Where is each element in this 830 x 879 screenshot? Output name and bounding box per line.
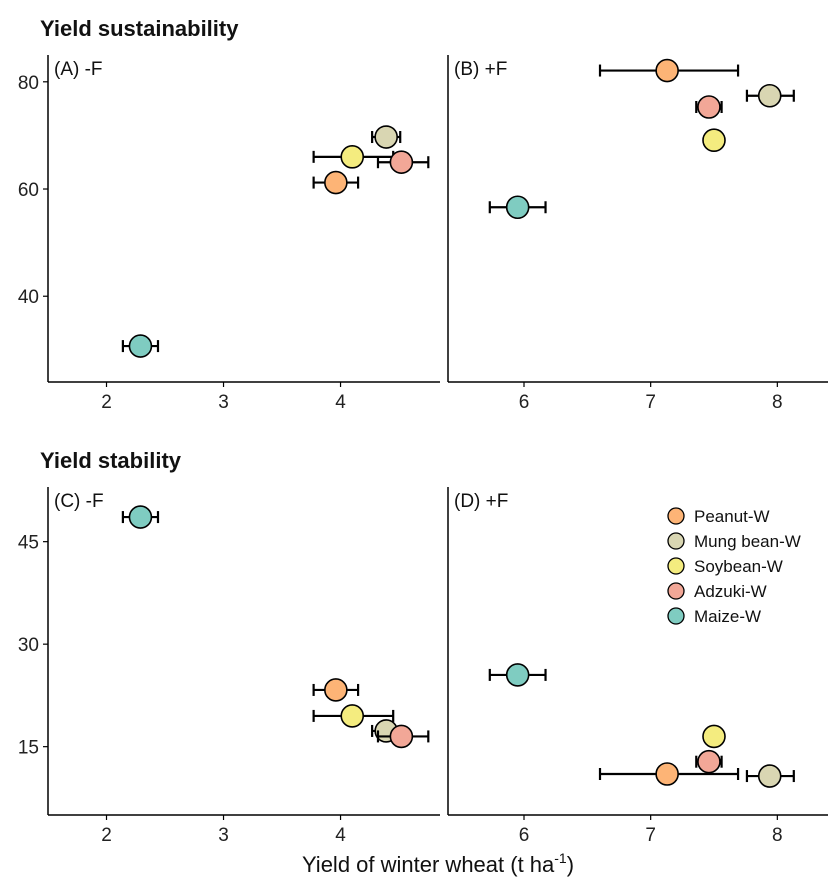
panel-b-point-soybean-w (702, 128, 726, 153)
panel-d-point-soybean-w (702, 724, 726, 749)
panel-a-point-adzuki-w (389, 150, 414, 175)
panel-a: 2 3 4 40 60 80 (A) -F (18, 55, 440, 413)
panel-b-point-peanut-w (655, 58, 679, 83)
panel-d-point-maize-w (505, 663, 530, 687)
legend-swatch-peanut-w (667, 507, 685, 525)
panel-a-label: (A) -F (54, 59, 103, 80)
panel-c-x-tick-label: 3 (218, 825, 229, 846)
x-axis-title-end: ) (567, 852, 574, 877)
legend-label-peanut-w: Peanut-W (694, 507, 770, 526)
legend-label-adzuki-w: Adzuki-W (694, 582, 767, 601)
panel-a-point-mung-bean-w (374, 125, 398, 149)
panel-b-x-tick-label: 8 (772, 392, 783, 413)
panel-a-point-soybean-w (340, 145, 365, 169)
panel-d-point-mung-bean-w (757, 764, 782, 788)
panel-d-label: (D) +F (454, 491, 508, 512)
panel-c-point-maize-w (128, 505, 153, 529)
panel-a-x-tick-label: 4 (335, 392, 346, 413)
panel-c-y-tick-label: 30 (18, 635, 39, 656)
panel-d-x-tick-label: 8 (772, 825, 783, 846)
legend-swatch-mung-bean-w (667, 532, 685, 550)
legend-swatch-adzuki-w (667, 582, 685, 600)
panel-d-point-adzuki-w (697, 749, 721, 774)
panel-c-point-peanut-w (324, 678, 348, 702)
panel-a-point-peanut-w (324, 170, 348, 195)
panel-b-point-adzuki-w (697, 95, 721, 119)
legend-label-mung-bean-w: Mung bean-W (694, 532, 801, 551)
panel-a-y-tick-label: 40 (18, 287, 39, 308)
section-title-sustainability: Yield sustainability (40, 16, 239, 41)
panel-a-x-tick-label: 2 (101, 392, 112, 413)
panel-b-label: (B) +F (454, 59, 507, 80)
x-axis-title: Yield of winter wheat (t ha-1) (302, 850, 574, 877)
panel-c-x-tick-label: 4 (335, 825, 346, 846)
x-axis-title-superscript: -1 (554, 850, 567, 866)
panel-a-x-tick-label: 3 (218, 392, 229, 413)
legend-label-soybean-w: Soybean-W (694, 557, 783, 576)
panel-b-x-tick-label: 6 (519, 392, 530, 413)
panel-c-y-tick-label: 45 (18, 533, 39, 554)
panel-b-point-maize-w (505, 195, 530, 220)
panel-b-point-mung-bean-w (757, 83, 782, 108)
panel-a-y-tick-label: 80 (18, 73, 39, 94)
panel-c-point-soybean-w (340, 704, 365, 728)
legend-swatch-soybean-w (667, 557, 685, 575)
legend-swatch-maize-w (667, 607, 685, 625)
x-axis-title-main: Yield of winter wheat (t ha (302, 852, 555, 877)
panel-d-x-tick-label: 7 (645, 825, 656, 846)
panel-d: 6 7 8 (D) +F Peanut-W Mung bean-W Soybean-W Adz… (447, 487, 828, 846)
panel-c-y-tick-label: 15 (18, 738, 39, 759)
panel-b: 6 7 8 (B) +F (447, 55, 828, 413)
panel-a-point-maize-w (128, 334, 153, 358)
section-title-stability: Yield stability (40, 448, 182, 473)
panel-c: 2 3 4 15 30 45 (C) -F (18, 487, 440, 846)
panel-d-x-tick-label: 6 (519, 825, 530, 846)
legend-label-maize-w: Maize-W (694, 607, 761, 626)
panel-c-x-tick-label: 2 (101, 825, 112, 846)
panel-c-label: (C) -F (54, 491, 104, 512)
legend: Peanut-W Mung bean-W Soybean-W Adzuki-W Maiz… (667, 507, 801, 626)
panel-a-y-tick-label: 60 (18, 180, 39, 201)
panel-c-point-adzuki-w (389, 724, 414, 749)
panel-b-x-tick-label: 7 (645, 392, 656, 413)
panel-d-point-peanut-w (655, 762, 679, 786)
